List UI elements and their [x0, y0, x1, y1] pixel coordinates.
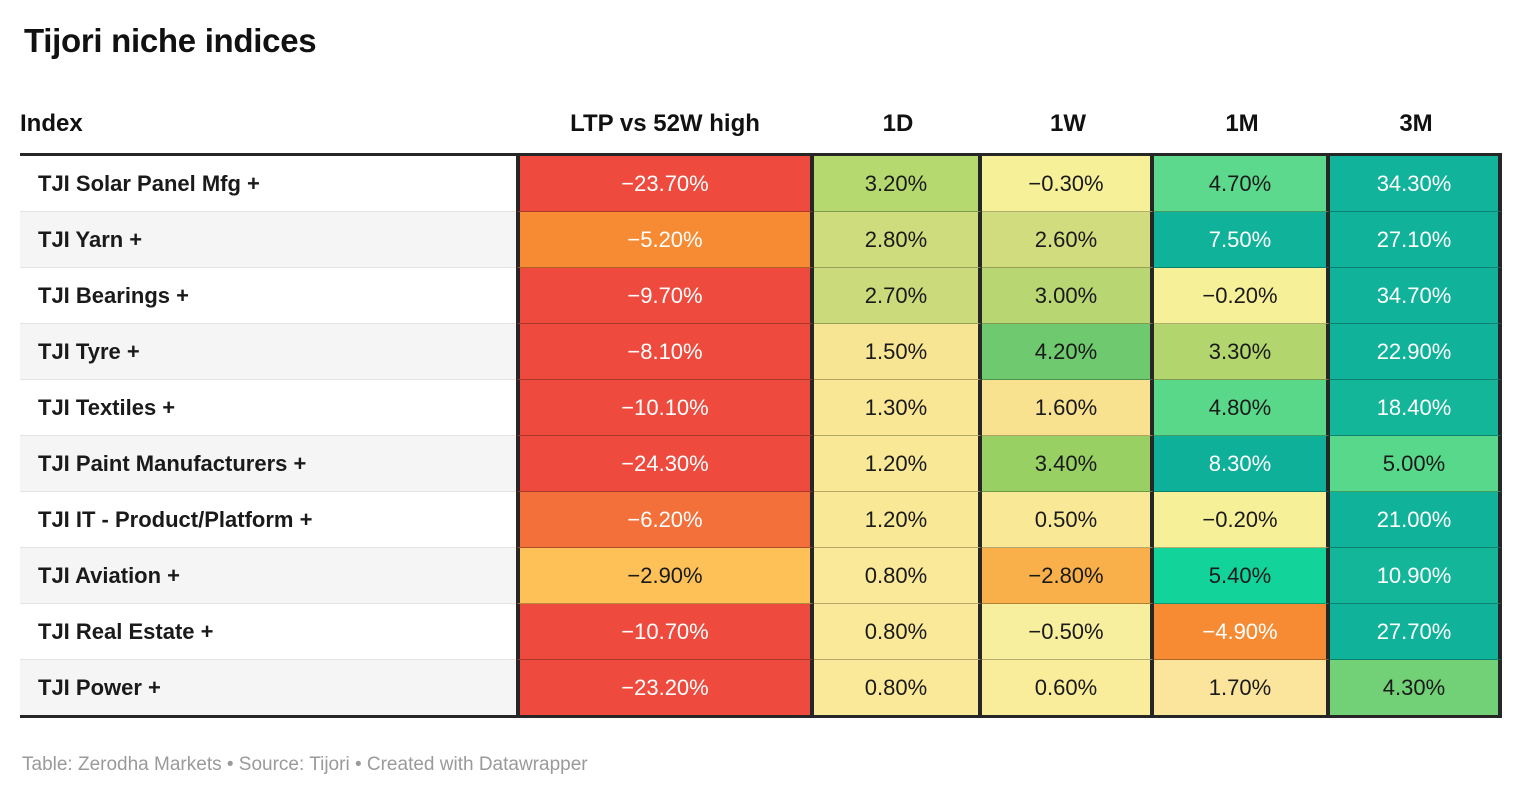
- value-cell: −4.90%: [1154, 604, 1330, 660]
- value-cell: 2.60%: [982, 212, 1154, 268]
- value-cell: 10.90%: [1330, 548, 1502, 604]
- value-cell: 27.10%: [1330, 212, 1502, 268]
- value-cell: 4.70%: [1154, 156, 1330, 212]
- value-cell: 27.70%: [1330, 604, 1502, 660]
- value-cell: 3.40%: [982, 436, 1154, 492]
- table-row: TJI Yarn + −5.20% 2.80% 2.60% 7.50% 27.10%: [20, 212, 1502, 268]
- index-name[interactable]: TJI Textiles +: [20, 380, 516, 436]
- value-cell: 3.20%: [814, 156, 982, 212]
- value-cell: −8.10%: [516, 324, 814, 380]
- index-name[interactable]: TJI Paint Manufacturers +: [20, 436, 516, 492]
- value-cell: 3.00%: [982, 268, 1154, 324]
- value-cell: −9.70%: [516, 268, 814, 324]
- value-cell: 0.60%: [982, 660, 1154, 718]
- value-cell: 1.20%: [814, 492, 982, 548]
- value-cell: 0.80%: [814, 548, 982, 604]
- column-header-1d: 1D: [814, 110, 982, 156]
- value-cell: 4.80%: [1154, 380, 1330, 436]
- index-name[interactable]: TJI Solar Panel Mfg +: [20, 156, 516, 212]
- value-cell: 4.20%: [982, 324, 1154, 380]
- value-cell: 21.00%: [1330, 492, 1502, 548]
- table-row: TJI IT - Product/Platform + −6.20% 1.20% 0.…: [20, 492, 1502, 548]
- table-row: TJI Real Estate + −10.70% 0.80% −0.50% −4.90…: [20, 604, 1502, 660]
- table-header-row: Index LTP vs 52W high 1D 1W 1M 3M: [20, 110, 1502, 156]
- datawrapper-table-page: Tijori niche indices Index LTP vs 52W hig…: [0, 22, 1540, 810]
- value-cell: −2.80%: [982, 548, 1154, 604]
- table-row: TJI Aviation + −2.90% 0.80% −2.80% 5.40% 10.9…: [20, 548, 1502, 604]
- column-header-index: Index: [20, 110, 516, 156]
- value-cell: −0.30%: [982, 156, 1154, 212]
- value-cell: 1.20%: [814, 436, 982, 492]
- value-cell: −10.10%: [516, 380, 814, 436]
- value-cell: −0.50%: [982, 604, 1154, 660]
- table-row: TJI Textiles + −10.10% 1.30% 1.60% 4.80% 18.4…: [20, 380, 1502, 436]
- value-cell: 1.50%: [814, 324, 982, 380]
- value-cell: −6.20%: [516, 492, 814, 548]
- value-cell: −0.20%: [1154, 492, 1330, 548]
- value-cell: 0.80%: [814, 604, 982, 660]
- value-cell: 5.00%: [1330, 436, 1502, 492]
- value-cell: 2.70%: [814, 268, 982, 324]
- value-cell: 2.80%: [814, 212, 982, 268]
- table-row: TJI Power + −23.20% 0.80% 0.60% 1.70% 4.30%: [20, 660, 1502, 718]
- table-row: TJI Paint Manufacturers + −24.30% 1.20% 3.4…: [20, 436, 1502, 492]
- value-cell: 0.80%: [814, 660, 982, 718]
- index-name[interactable]: TJI Aviation +: [20, 548, 516, 604]
- value-cell: 22.90%: [1330, 324, 1502, 380]
- column-header-1w: 1W: [982, 110, 1154, 156]
- value-cell: −23.70%: [516, 156, 814, 212]
- footer-attribution: Table: Zerodha Markets • Source: Tijori …: [22, 754, 588, 775]
- value-cell: −23.20%: [516, 660, 814, 718]
- value-cell: 5.40%: [1154, 548, 1330, 604]
- column-header-1m: 1M: [1154, 110, 1330, 156]
- value-cell: −2.90%: [516, 548, 814, 604]
- value-cell: 1.70%: [1154, 660, 1330, 718]
- value-cell: −10.70%: [516, 604, 814, 660]
- column-header-ltp-vs-52w-high: LTP vs 52W high: [516, 110, 814, 156]
- table-row: TJI Bearings + −9.70% 2.70% 3.00% −0.20% 34.7…: [20, 268, 1502, 324]
- column-header-3m: 3M: [1330, 110, 1502, 156]
- value-cell: 3.30%: [1154, 324, 1330, 380]
- value-cell: 18.40%: [1330, 380, 1502, 436]
- table-row: TJI Solar Panel Mfg + −23.70% 3.20% −0.30% 4…: [20, 156, 1502, 212]
- index-name[interactable]: TJI Power +: [20, 660, 516, 718]
- value-cell: 8.30%: [1154, 436, 1330, 492]
- value-cell: −0.20%: [1154, 268, 1330, 324]
- table-row: TJI Tyre + −8.10% 1.50% 4.20% 3.30% 22.90%: [20, 324, 1502, 380]
- index-name[interactable]: TJI Yarn +: [20, 212, 516, 268]
- index-name[interactable]: TJI Bearings +: [20, 268, 516, 324]
- index-name[interactable]: TJI IT - Product/Platform +: [20, 492, 516, 548]
- page-title: Tijori niche indices: [24, 22, 317, 59]
- value-cell: 34.70%: [1330, 268, 1502, 324]
- index-name[interactable]: TJI Tyre +: [20, 324, 516, 380]
- value-cell: 34.30%: [1330, 156, 1502, 212]
- value-cell: 0.50%: [982, 492, 1154, 548]
- indices-table: Index LTP vs 52W high 1D 1W 1M 3M TJI Solar P…: [20, 110, 1502, 718]
- value-cell: 4.30%: [1330, 660, 1502, 718]
- index-name[interactable]: TJI Real Estate +: [20, 604, 516, 660]
- value-cell: −5.20%: [516, 212, 814, 268]
- value-cell: 1.30%: [814, 380, 982, 436]
- value-cell: 1.60%: [982, 380, 1154, 436]
- value-cell: 7.50%: [1154, 212, 1330, 268]
- value-cell: −24.30%: [516, 436, 814, 492]
